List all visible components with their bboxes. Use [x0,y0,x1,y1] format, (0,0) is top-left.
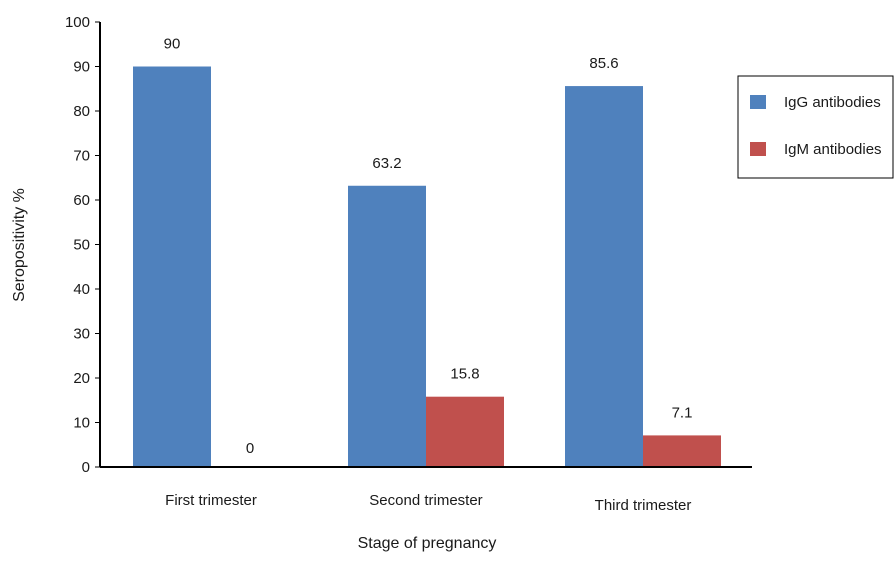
data-label-igg: 90 [164,36,181,53]
legend-label-igg: IgG antibodies [784,94,881,111]
bar-igg [565,86,643,467]
y-tick-label: 90 [73,59,90,76]
y-ticks-layer: 0 10 20 30 40 50 60 70 80 90 100 [65,14,100,476]
y-tick-label: 50 [73,237,90,254]
legend-box [737,75,894,179]
data-label-igg: 85.6 [589,55,618,72]
bar-igm [643,435,721,467]
x-category-label: Third trimester [595,497,692,514]
x-category-label: First trimester [165,492,257,509]
bar-igm [426,396,504,467]
y-tick-label: 0 [82,459,90,476]
y-tick-label: 40 [73,281,90,298]
legend-swatch-igg [750,95,766,109]
bar-igg [133,66,211,467]
data-label-igm: 15.8 [450,366,479,383]
data-label-igm: 7.1 [672,404,693,421]
y-axis-title: Seropositivity % [11,188,28,302]
y-tick-label: 80 [73,103,90,120]
data-label-igm: 0 [246,440,254,457]
y-tick-label: 10 [73,415,90,432]
data-labels-layer: 90 63.2 85.6 0 15.8 7.1 [164,36,693,458]
bars-layer [133,66,721,467]
legend: IgG antibodies IgM antibodies [737,75,894,179]
legend-label-igm: IgM antibodies [784,141,882,158]
y-tick-label: 20 [73,370,90,387]
x-category-label: Second trimester [369,492,482,509]
y-tick-label: 30 [73,326,90,343]
x-axis-title: Stage of pregnancy [358,535,497,552]
y-tick-label: 60 [73,192,90,209]
y-tick-label: 70 [73,148,90,165]
y-tick-label: 100 [65,14,90,31]
category-labels-layer: First trimester Second trimester Third tri… [165,492,691,514]
data-label-igg: 63.2 [372,155,401,172]
legend-swatch-igm [750,142,766,156]
bar-igg [348,185,426,467]
